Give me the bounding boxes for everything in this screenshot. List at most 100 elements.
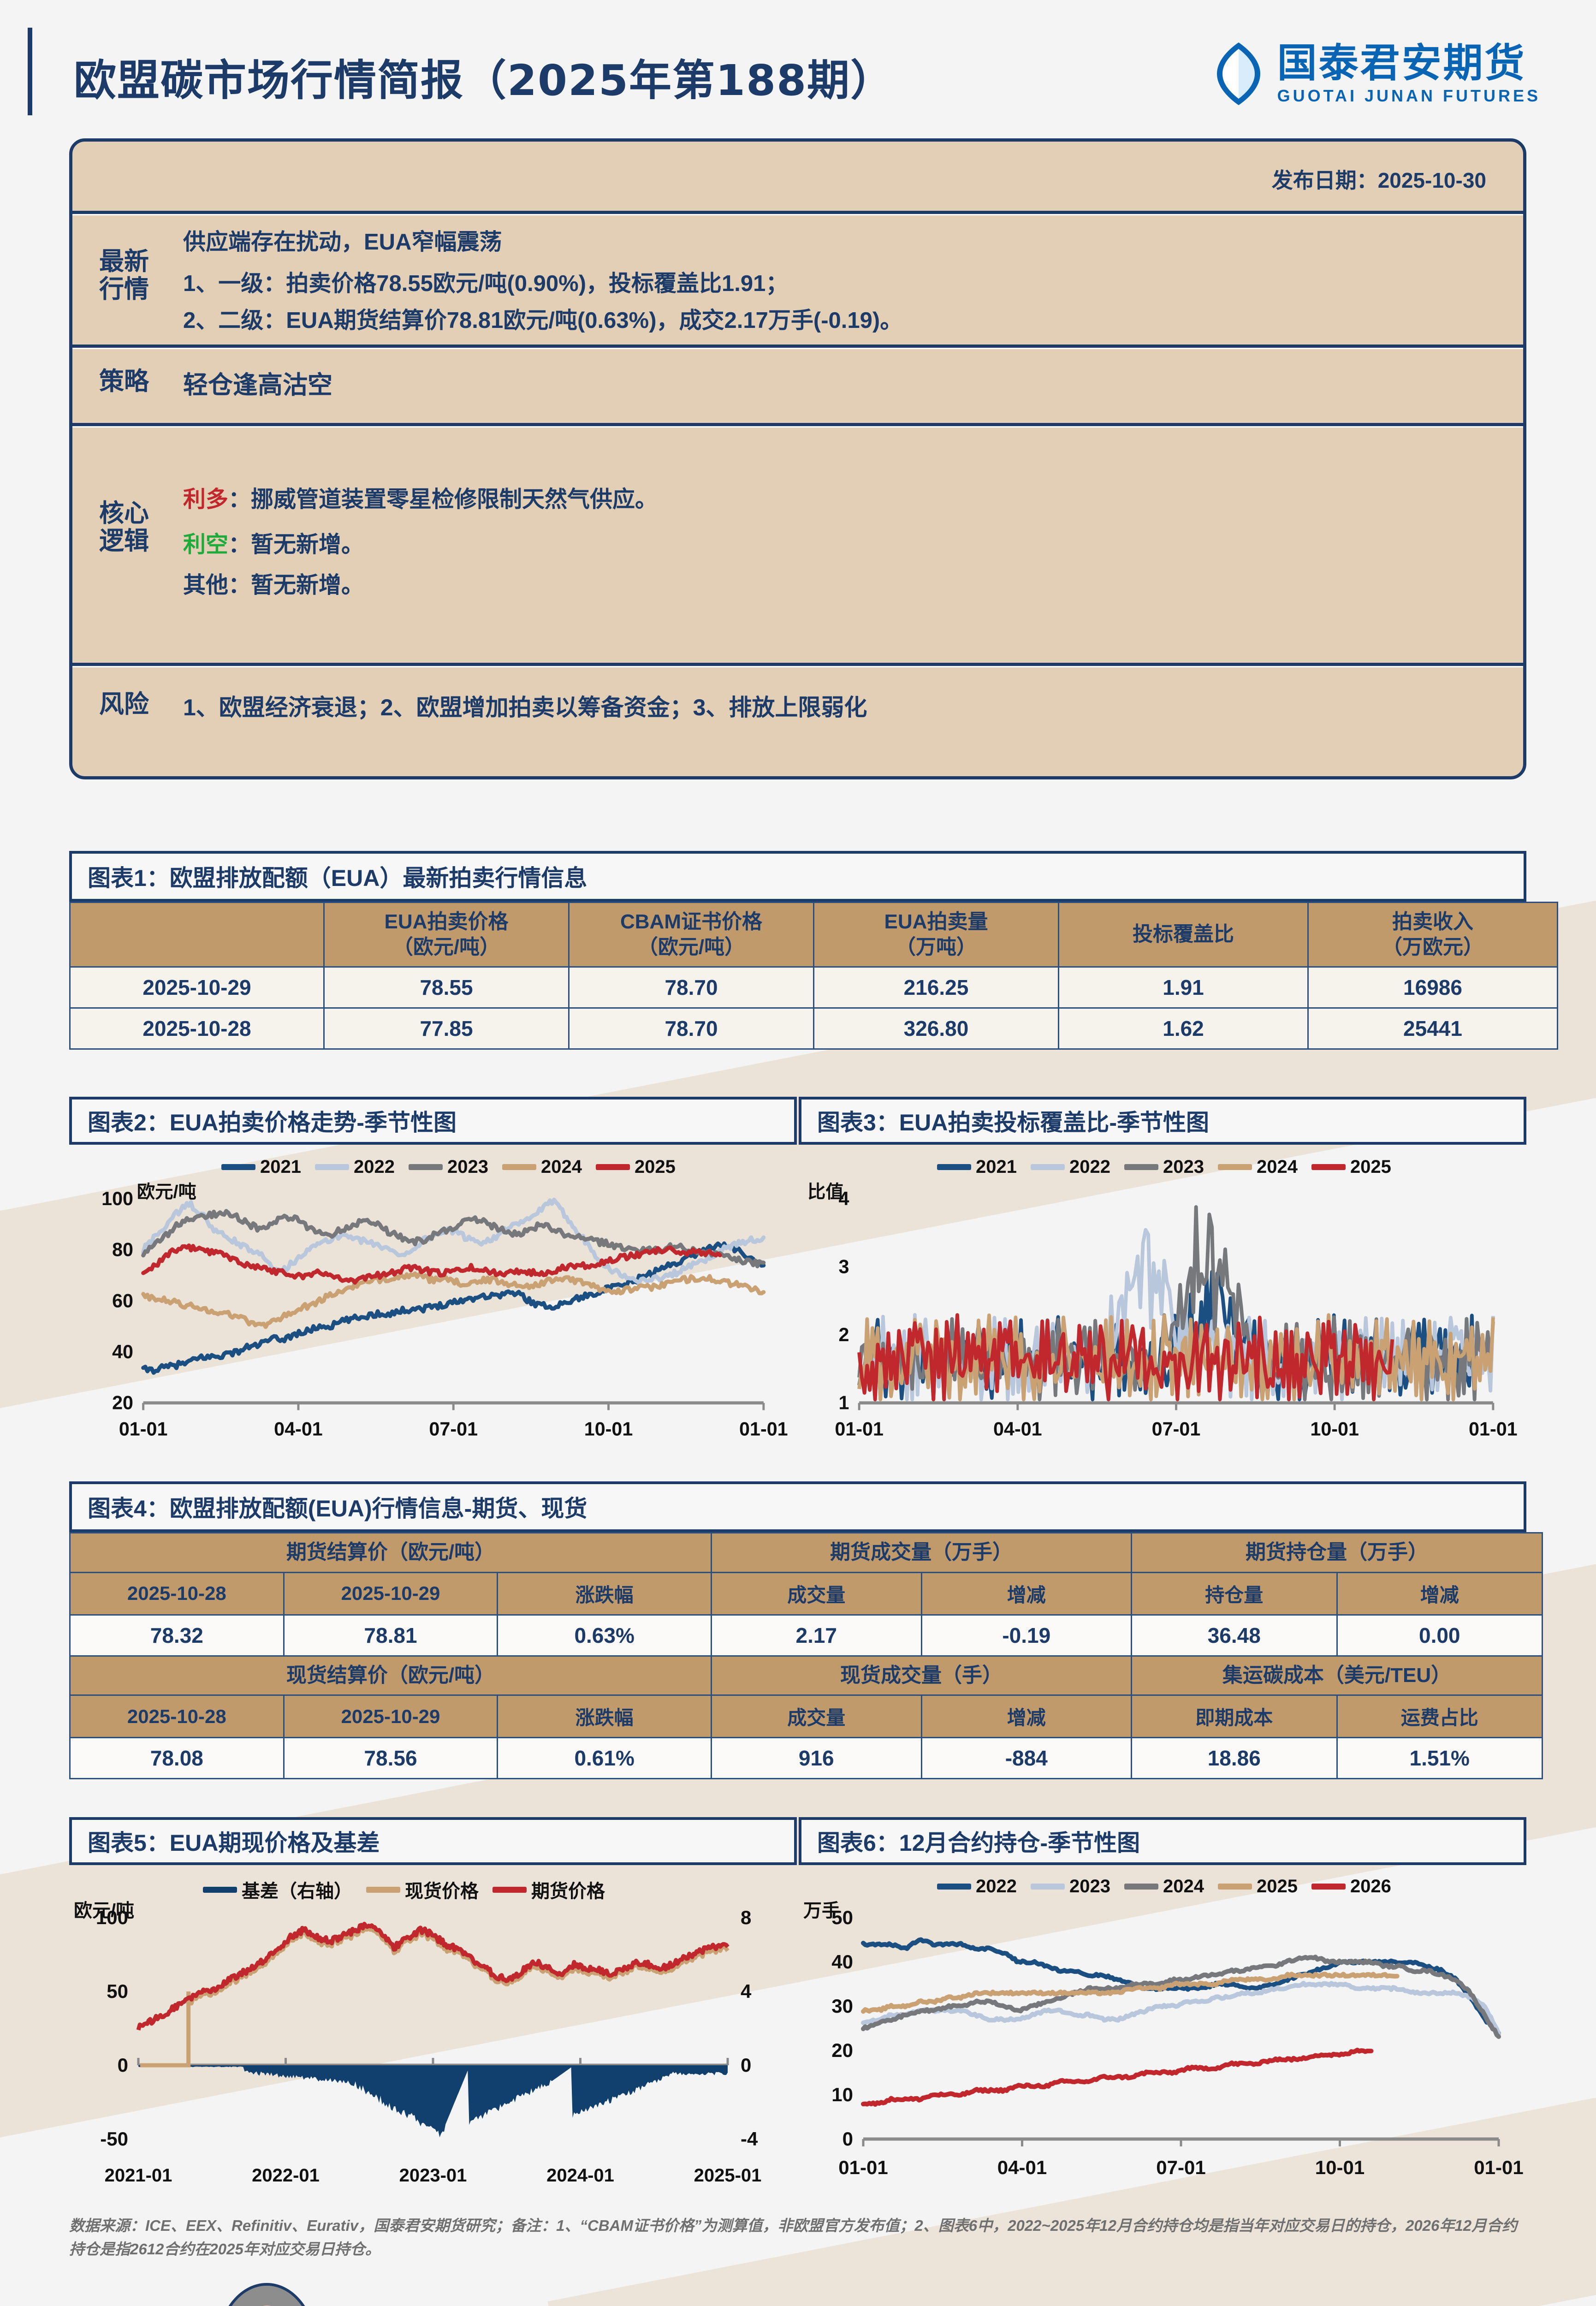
chart2-legend: 2021 2022 2023 2024 2025 (221, 1157, 676, 1177)
c1-r1-cbam: 78.70 (568, 966, 814, 1009)
table-row: 2025-10-28 77.85 78.70 326.80 1.62 25441 (69, 1007, 1558, 1050)
page-title: 欧盟碳市场行情简报（2025年第188期） (74, 56, 894, 105)
sh-fut-vol-chg: 增减 (920, 1571, 1132, 1616)
th-eua-auction-volume: EUA拍卖量 （万吨） (813, 901, 1059, 968)
sh-spot-d1: 2025-10-28 (69, 1694, 285, 1739)
c1-r2-volume: 326.80 (813, 1007, 1059, 1050)
chart1-title-box: 图表1：欧盟排放配额（EUA）最新拍卖行情信息 (69, 851, 1526, 902)
svg-text:10-01: 10-01 (1315, 2157, 1365, 2178)
c1-r2-revenue: 25441 (1307, 1007, 1558, 1050)
legend-swatch (1124, 1164, 1158, 1170)
legend-item: 2025 (1217, 1876, 1298, 1897)
chart2-title: 图表2：EUA拍卖价格走势-季节性图 (88, 1110, 457, 1135)
svg-text:0: 0 (741, 2054, 751, 2076)
legend-label: 2024 (540, 1157, 582, 1177)
sh-fut-oi-chg: 增减 (1336, 1571, 1543, 1616)
sh-spot-vol: 成交量 (711, 1694, 922, 1739)
sh-fut-d1: 2025-10-28 (69, 1571, 285, 1616)
sh-fut-oi: 持仓量 (1131, 1571, 1338, 1616)
chart3-figure: 2021 2022 2023 2024 2025 1 2 3 4 比值 01-01 04-01 07-… (799, 1153, 1526, 1453)
legend-label: 2024 (1163, 1876, 1204, 1896)
legend-swatch (1311, 1884, 1346, 1890)
legend-swatch (366, 1886, 400, 1893)
legend-item: 2023 (1124, 1157, 1204, 1177)
bullish-text: ：挪威管道装置零星检修限制天然气供应。 (228, 487, 658, 512)
legend-label: 2025 (634, 1157, 676, 1177)
svg-text:07-01: 07-01 (1156, 2157, 1205, 2178)
legend-label: 2026 (1350, 1876, 1391, 1896)
divider-2 (72, 345, 1523, 349)
table-row: 2025-10-29 78.55 78.70 216.25 1.91 16986 (69, 966, 1558, 1009)
legend-item: 2024 (502, 1157, 582, 1177)
legend-item: 2026 (1311, 1876, 1391, 1897)
legend-swatch (1124, 1884, 1158, 1890)
legend-item: 2022 (314, 1157, 395, 1177)
row-label-core-logic: 核心 逻辑 (99, 499, 149, 555)
svg-text:20: 20 (112, 1392, 133, 1414)
chart6-title: 图表6：12月合约持仓-季节性图 (817, 1830, 1140, 1856)
svg-text:04-01: 04-01 (993, 1419, 1042, 1440)
c4-spot-vol-chg: -884 (920, 1737, 1132, 1780)
legend-label: 2022 (1069, 1157, 1110, 1177)
c4-fut-change: 0.63% (497, 1614, 712, 1657)
c4-fut-vol: 2.17 (711, 1614, 922, 1657)
svg-text:2022-01: 2022-01 (252, 2165, 320, 2186)
sh-fut-change: 涨跌幅 (497, 1571, 712, 1616)
legend-swatch (1217, 1884, 1252, 1890)
table-row: 78.08 78.56 0.61% 916 -884 18.86 1.51% (69, 1737, 1543, 1780)
row-label-risk: 风险 (99, 690, 149, 718)
legend-item: 2022 (937, 1876, 1017, 1897)
svg-text:07-01: 07-01 (1152, 1419, 1201, 1440)
legend-swatch (937, 1884, 971, 1890)
latest-line-2: 2、二级：EUA期货结算价78.81欧元/吨(0.63%)，成交2.17万手(-… (183, 308, 903, 333)
svg-text:10: 10 (831, 2084, 853, 2105)
svg-text:80: 80 (112, 1239, 133, 1260)
svg-text:4: 4 (741, 1980, 752, 2002)
legend-label: 2025 (1256, 1876, 1298, 1896)
svg-text:01-01: 01-01 (119, 1419, 168, 1440)
legend-swatch (937, 1164, 971, 1170)
c1-r2-price: 77.85 (323, 1007, 570, 1050)
svg-text:2: 2 (839, 1324, 849, 1345)
sh-spot-d2: 2025-10-29 (283, 1694, 498, 1739)
chart6-figure: 2022 2023 2024 2025 2026 0 10 20 30 40 50 万手 01-01 0… (799, 1872, 1526, 2195)
legend-swatch (1311, 1164, 1346, 1170)
svg-text:3: 3 (839, 1256, 849, 1278)
legend-item: 2022 (1030, 1157, 1110, 1177)
c4-fut-d1: 78.32 (69, 1614, 285, 1657)
chart4-table: 期货结算价（欧元/吨） 期货成交量（万手） 期货持仓量（万手） 2025-10-… (69, 1532, 1543, 1780)
c1-r1-revenue: 16986 (1307, 966, 1558, 1009)
legend-swatch (203, 1886, 237, 1893)
svg-text:100: 100 (101, 1188, 133, 1209)
sh-spot-vol-chg: 增减 (920, 1694, 1132, 1739)
legend-label: 2022 (353, 1157, 395, 1177)
publish-date: 发布日期：2025-10-30 (1271, 168, 1486, 192)
sh-spot-freight-share: 运费占比 (1336, 1694, 1543, 1739)
svg-text:2023-01: 2023-01 (399, 2165, 467, 2186)
chart2-plot: 20 40 60 80 100 欧元/吨 01-01 04-01 07-01 10-01 01-01 (101, 1182, 788, 1440)
legend-swatch (502, 1164, 536, 1170)
chart3-title-box: 图表3：EUA拍卖投标覆盖比-季节性图 (799, 1097, 1526, 1145)
c1-r2-date: 2025-10-28 (69, 1007, 325, 1050)
c1-r1-price: 78.55 (323, 966, 570, 1009)
svg-text:01-01: 01-01 (835, 1419, 884, 1440)
chart6-title-box: 图表6：12月合约持仓-季节性图 (799, 1817, 1526, 1865)
logo-chinese-name: 国泰君安期货 (1277, 40, 1526, 86)
table-header-row: 现货结算价（欧元/吨） 现货成交量（手） 集运碳成本（美元/TEU） (69, 1655, 1543, 1696)
legend-label: 2025 (1350, 1157, 1391, 1177)
sh-fut-d2: 2025-10-29 (283, 1571, 498, 1616)
svg-text:0: 0 (118, 2054, 128, 2076)
legend-swatch (492, 1886, 527, 1893)
legend-label: 2023 (447, 1157, 488, 1177)
svg-text:01-01: 01-01 (739, 1419, 788, 1440)
th-auction-revenue: 拍卖收入 （万欧元） (1307, 901, 1558, 968)
latest-line-1: 1、一级：拍卖价格78.55欧元/吨(0.90%)，投标覆盖比1.91； (183, 271, 789, 296)
th-futures-volume: 期货成交量（万手） (711, 1532, 1132, 1573)
legend-label: 2021 (260, 1157, 301, 1177)
svg-text:01-01: 01-01 (1474, 2157, 1523, 2178)
c1-r1-cover: 1.91 (1058, 966, 1309, 1009)
svg-text:欧元/吨: 欧元/吨 (74, 1901, 134, 1921)
svg-text:20: 20 (831, 2039, 853, 2061)
